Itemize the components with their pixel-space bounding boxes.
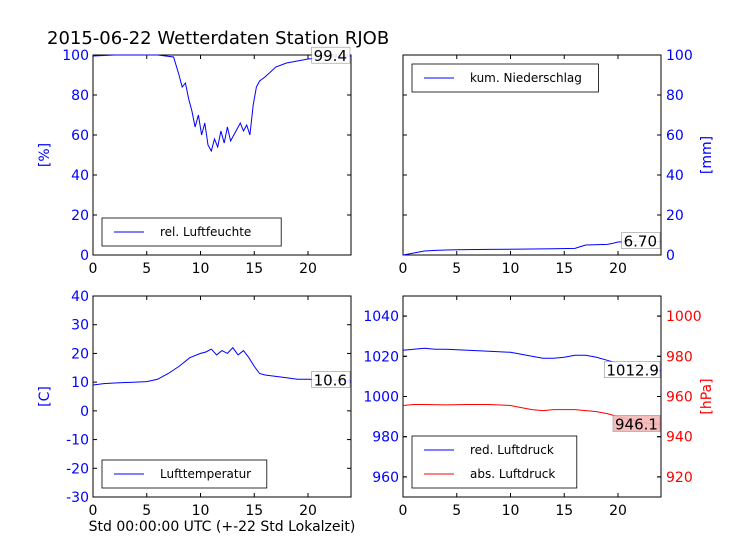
series-line-1: [92, 54, 352, 153]
x-tick-label: 0: [399, 261, 408, 277]
x-tick-label: 5: [452, 503, 461, 519]
y-axis-label: [C]: [37, 386, 53, 407]
value-label: 6.70: [624, 233, 657, 251]
legend-entry: rel. Luftfeuchte: [160, 225, 251, 239]
y-tick-label-right: 960: [666, 390, 693, 406]
y-tick-label: -10: [66, 433, 89, 449]
y-tick-label: 100: [62, 48, 89, 64]
series-line-1: [92, 346, 351, 386]
y-tick-label: 60: [71, 128, 89, 144]
y-tick-label: 1000: [363, 390, 399, 406]
figure-xlabel: Std 00:00:00 UTC (+-22 Std Lokalzeit): [89, 519, 356, 535]
x-tick-label: 10: [192, 503, 210, 519]
axes-frame: [402, 54, 662, 256]
y-tick-label-right: 80: [666, 88, 684, 104]
y-tick-label: 1020: [363, 349, 399, 365]
y-tick-label-right: 60: [666, 128, 684, 144]
x-tick-label: 20: [609, 503, 627, 519]
x-tick-label: 20: [299, 261, 317, 277]
x-tick-label: 5: [142, 503, 151, 519]
panel-humidity: 0 5 10 15 20 0 20 40 60 80 100 [%] 99.4 rel. Luftfeuc…: [37, 46, 352, 277]
y-tick-label: 0: [80, 404, 89, 420]
legend-entry: abs. Luftdruck: [470, 467, 555, 481]
legend-entry: kum. Niederschlag: [470, 71, 582, 85]
value-label-box: [311, 371, 351, 388]
value-label-box: [311, 46, 351, 64]
y-tick-label: 40: [71, 168, 89, 184]
y-axis-label: [mm]: [699, 136, 715, 174]
legend-entry: Lufttemperatur: [160, 467, 251, 481]
y-axis-label: [%]: [37, 143, 53, 167]
y-tick-label-right: 20: [666, 208, 684, 224]
x-tick-label: 15: [555, 503, 573, 519]
value-label: 1012.9: [606, 362, 659, 380]
x-tick-label: 15: [245, 261, 263, 277]
x-tick-label: 15: [555, 261, 573, 277]
value-label: 10.6: [314, 371, 347, 389]
y-tick-label: 20: [71, 208, 89, 224]
y-tick-label: -30: [66, 490, 89, 506]
y-tick-label-right: 1000: [666, 309, 702, 325]
x-tick-label: 10: [192, 261, 210, 277]
panel-precip: 0 5 10 15 20 0 20 40 60 80 100 [mm] 6.70 kum. Nieders…: [399, 48, 715, 277]
y-tick-label-right: 920: [666, 470, 693, 486]
panel-temperature: 0 5 10 15 20 -30 -20 -10 0 10 20 30 40 [C] 10.6 Lufttem…: [37, 289, 352, 519]
y-tick-label: 20: [71, 346, 89, 362]
y-tick-label: 980: [372, 430, 399, 446]
x-tick-label: 0: [399, 503, 408, 519]
y-tick-label: 40: [71, 289, 89, 305]
y-tick-label-right: 940: [666, 430, 693, 446]
y-axis-label: [hPa]: [699, 378, 715, 414]
y-tick-label: 10: [71, 375, 89, 391]
x-tick-label: 10: [502, 503, 520, 519]
x-tick-label: 0: [89, 261, 98, 277]
axes-frame: [92, 54, 352, 256]
x-tick-label: 15: [245, 503, 263, 519]
y-tick-label-right: 980: [666, 349, 693, 365]
x-tick-label: 5: [142, 261, 151, 277]
y-tick-label: 0: [80, 248, 89, 264]
value-label: 99.4: [314, 47, 347, 65]
legend-entry: red. Luftdruck: [470, 443, 554, 457]
y-tick-label: 1040: [363, 309, 399, 325]
value-label-box: [612, 415, 661, 432]
y-tick-label-right: 40: [666, 168, 684, 184]
x-tick-label: 5: [452, 261, 461, 277]
y-tick-label: -20: [66, 461, 89, 477]
x-tick-label: 0: [89, 503, 98, 519]
y-tick-label-right: 0: [666, 248, 675, 264]
y-tick-label-right: 100: [666, 48, 693, 64]
value-label-box: [621, 232, 661, 249]
figure-title: 2015-06-22 Wetterdaten Station RJOB: [47, 28, 389, 49]
value-label-box: [604, 361, 661, 378]
axes-frame: [92, 295, 352, 498]
value-label: 946.1: [615, 415, 658, 433]
x-tick-label: 20: [299, 503, 317, 519]
x-tick-label: 20: [609, 261, 627, 277]
x-tick-label: 10: [502, 261, 520, 277]
legend-box: [411, 435, 578, 489]
y-tick-label: 960: [372, 470, 399, 486]
panel-pressure: 0 5 10 15 20 960 980 1000 1020 1040 920 940 960 980 10…: [363, 295, 715, 519]
y-tick-label: 30: [71, 318, 89, 334]
y-tick-label: 80: [71, 88, 89, 104]
series-line-1: [402, 241, 661, 256]
